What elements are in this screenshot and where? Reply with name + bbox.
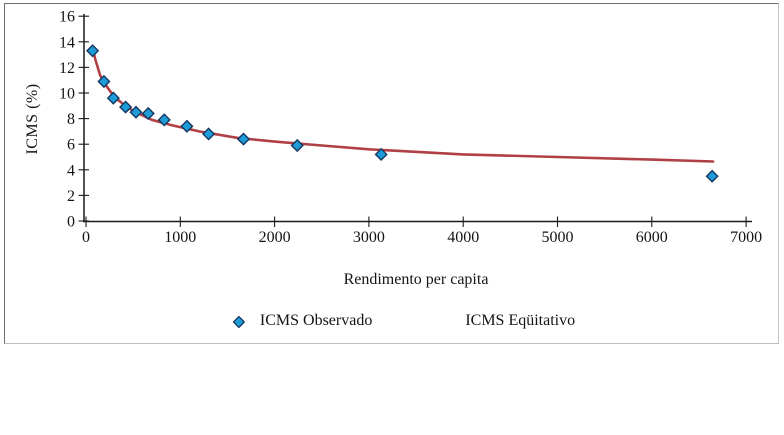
chart-frame [4,3,779,344]
y-tick-label: 16 [59,9,75,26]
axis-ticks [78,15,747,227]
y-tick-label: 2 [67,188,75,205]
diamond-marker-icon [232,315,246,329]
y-axis-title: ICMS (%) [24,83,41,155]
legend-label-equitativo: ICMS Eqüitativo [465,312,576,329]
data-point-diamond [236,132,251,146]
line-marker-icon [418,320,462,323]
y-tick-label: 0 [67,214,75,231]
x-tick-label: 1000 [164,229,196,246]
y-tick-label: 6 [67,137,75,154]
legend-label-observado: ICMS Observado [259,312,373,329]
y-tick-label: 4 [67,162,75,179]
data-point-diamond [141,106,155,121]
series-scatter-observado [86,44,719,183]
data-point-diamond [290,138,304,153]
y-tick-label: 12 [59,60,75,77]
data-point-diamond [157,113,171,127]
legend: ICMS Observado ICMS Eqüitativo [232,312,576,330]
x-tick-label: 5000 [542,229,574,246]
x-tick-label: 4000 [447,229,479,246]
y-tick-label: 10 [59,86,75,103]
data-point-diamond [86,44,100,58]
x-tick-label: 2000 [259,229,291,246]
data-point-diamond [119,100,133,114]
data-point-diamond [97,74,111,89]
x-tick-label: 6000 [636,229,668,246]
data-point-diamond [374,147,388,162]
plot-area: 0 1000 2000 3000 4000 5000 6000 7000 0 2 4 6 8 10 12 14… [59,9,762,246]
data-point-diamond [106,91,120,105]
data-point-diamond [180,119,194,133]
series-line-equitativo [91,46,715,163]
axes [83,14,752,223]
data-point-diamond [129,105,143,119]
x-tick-label: 7000 [730,229,762,246]
y-tick-label: 8 [67,111,75,128]
data-point-diamond [705,169,719,183]
x-axis-title: Rendimento per capita [343,271,489,288]
y-tick-label: 14 [59,34,75,51]
x-tick-label: 3000 [353,229,385,246]
data-point-diamond [202,127,216,141]
x-tick-label: 0 [82,229,90,246]
axis-tick-labels: 0 1000 2000 3000 4000 5000 6000 7000 0 2 4 6 8 10 12 14… [59,9,762,246]
